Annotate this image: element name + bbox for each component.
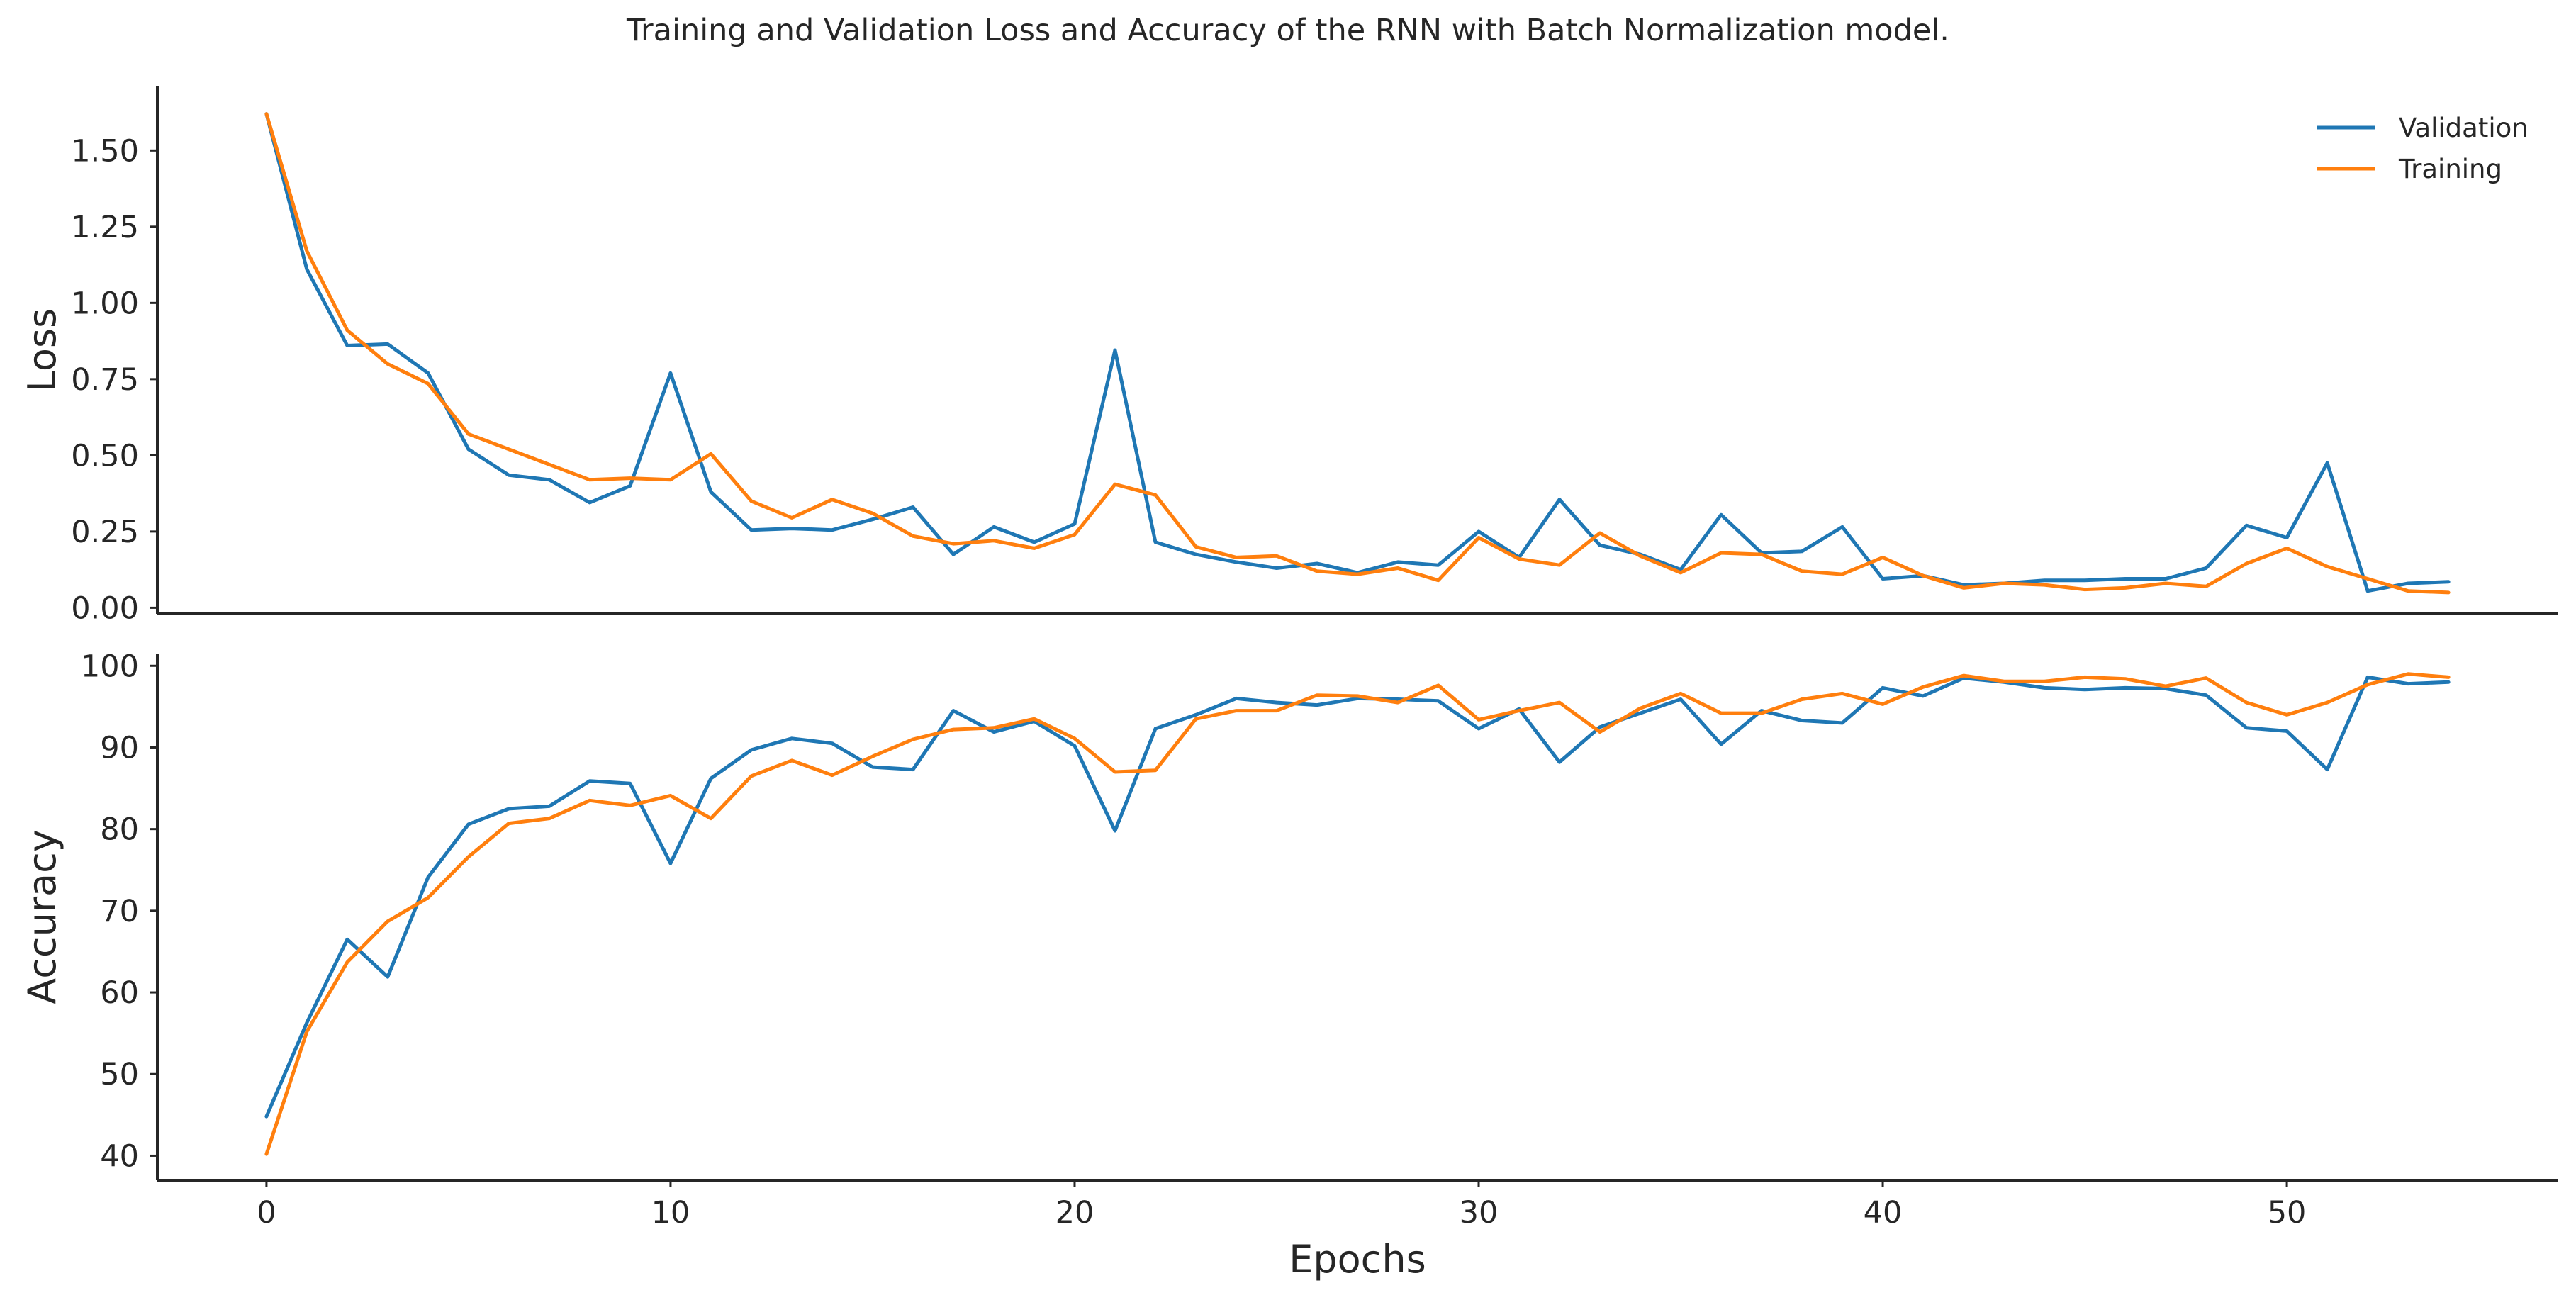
loss-y-tick-label: 1.25: [71, 210, 139, 245]
loss-y-tick-label: 0.25: [71, 515, 139, 550]
legend: Validation Training: [2317, 113, 2529, 184]
loss-training-line: [264, 112, 2451, 595]
loss-y-tick-label: 0.50: [71, 438, 139, 474]
accuracy-y-tick-label: 100: [81, 649, 139, 684]
loss-y-tick-label: 0.75: [71, 362, 139, 398]
legend-training-label: Training: [2398, 154, 2502, 184]
loss-y-axis-title: Loss: [20, 308, 65, 392]
accuracy-y-tick-label: 70: [100, 894, 139, 929]
accuracy-y-tick-label: 60: [100, 975, 139, 1011]
accuracy-x-tick-label: 30: [1460, 1195, 1499, 1231]
legend-validation-label: Validation: [2399, 113, 2529, 143]
accuracy-x-tick-label: 40: [1864, 1195, 1903, 1231]
loss-validation-line: [264, 112, 2451, 593]
accuracy-validation-line: [264, 675, 2451, 1119]
accuracy-x-tick-label: 20: [1055, 1195, 1094, 1231]
accuracy-x-tick-label: 50: [2268, 1195, 2307, 1231]
accuracy-panel: 40 50 60 70 80 90 100 0 10 20 30 40 50 Accuracy Epochs: [20, 649, 2558, 1282]
accuracy-x-tick-label: 0: [257, 1195, 276, 1231]
accuracy-training-line: [264, 672, 2451, 1156]
loss-y-tick-label: 0.00: [71, 590, 139, 626]
accuracy-x-tick-label: 10: [651, 1195, 690, 1231]
accuracy-x-axis-title: Epochs: [1289, 1237, 1426, 1282]
accuracy-y-tick-label: 80: [100, 812, 139, 848]
accuracy-y-tick-label: 90: [100, 730, 139, 766]
loss-panel: 0.00 0.25 0.50 0.75 1.00 1.25 1.50 Loss: [20, 86, 2558, 626]
loss-y-tick-label: 1.00: [71, 286, 139, 321]
accuracy-y-tick-label: 40: [100, 1138, 139, 1174]
loss-y-tick-label: 1.50: [71, 133, 139, 169]
accuracy-y-axis-title: Accuracy: [20, 829, 65, 1004]
accuracy-y-tick-label: 50: [100, 1057, 139, 1092]
chart-title: Training and Validation Loss and Accurac…: [627, 13, 1949, 48]
